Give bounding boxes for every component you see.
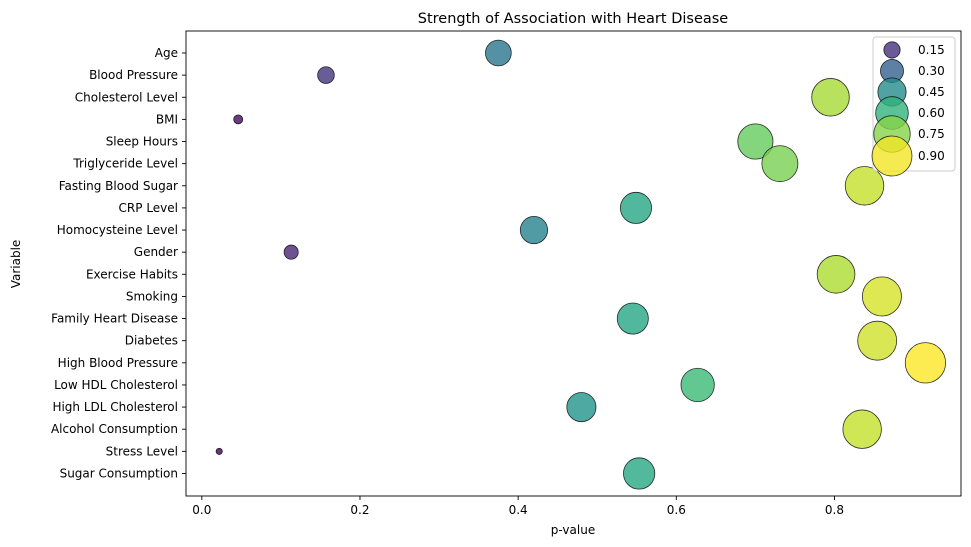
data-point	[215, 447, 223, 455]
y-tick-label: High Blood Pressure	[58, 356, 178, 370]
data-point	[737, 123, 774, 160]
legend-label: 0.75	[918, 127, 945, 141]
data-point	[485, 39, 512, 67]
y-tick-label: Exercise Habits	[86, 267, 178, 281]
data-point	[616, 302, 649, 335]
legend-label: 0.45	[918, 85, 945, 99]
x-tick-label: 0.8	[825, 503, 844, 517]
y-tick-label: Homocysteine Level	[57, 223, 178, 237]
data-point	[844, 166, 885, 206]
legend-marker	[883, 41, 901, 59]
x-tick-label: 0.0	[192, 503, 211, 517]
data-point	[623, 457, 656, 490]
data-point	[761, 145, 799, 183]
y-tick-label: Family Heart Disease	[51, 312, 178, 326]
data-point	[861, 276, 902, 317]
x-tick-label: 0.6	[667, 503, 686, 517]
y-tick-label: Stress Level	[106, 444, 178, 458]
chart-title: Strength of Association with Heart Disea…	[418, 11, 729, 27]
data-point	[816, 255, 856, 294]
plot-area: 0.0 0.2 0.4 0.6 0.8 Age Blood Pressure Choleste…	[51, 30, 962, 517]
y-tick-label: Blood Pressure	[89, 68, 178, 82]
data-point	[842, 409, 882, 449]
x-axis-label: p-value	[551, 523, 595, 537]
legend-label: 0.60	[918, 106, 945, 120]
data-point	[680, 367, 715, 403]
data-point	[619, 191, 652, 224]
legend: 0.15 0.30 0.45 0.60 0.75 0.90	[871, 36, 956, 177]
y-tick-label: Gender	[134, 245, 178, 259]
legend-label: 0.30	[918, 64, 945, 78]
y-tick-label: High LDL Cholesterol	[52, 400, 178, 414]
x-tick-label: 0.4	[509, 503, 528, 517]
data-point	[283, 244, 299, 260]
y-axis-label: Variable	[9, 240, 23, 289]
data-point	[317, 66, 335, 84]
y-tick-label: Smoking	[126, 289, 178, 303]
x-tick-label: 0.2	[350, 503, 369, 517]
data-point	[857, 320, 898, 361]
legend-label: 0.90	[918, 149, 945, 163]
y-tick-label: Low HDL Cholesterol	[54, 378, 178, 392]
legend-label: 0.15	[918, 43, 945, 57]
y-tick-label: Sugar Consumption	[60, 466, 178, 480]
data-point	[519, 215, 549, 245]
data-point	[904, 342, 946, 384]
y-tick-label: Sleep Hours	[106, 135, 178, 149]
data-point	[566, 392, 597, 423]
y-tick-label: CRP Level	[119, 201, 178, 215]
legend-marker	[871, 135, 913, 177]
y-tick-label: Diabetes	[125, 334, 178, 348]
y-tick-label: Alcohol Consumption	[51, 422, 178, 436]
plot-frame	[185, 30, 962, 497]
data-point	[233, 114, 244, 125]
y-tick-label: Cholesterol Level	[75, 90, 178, 104]
data-point	[811, 78, 850, 117]
y-tick-label: Triglyceride Level	[72, 157, 178, 171]
y-tick-label: Age	[155, 46, 178, 60]
y-tick-label: BMI	[156, 112, 178, 126]
y-tick-label: Fasting Blood Sugar	[59, 179, 178, 193]
